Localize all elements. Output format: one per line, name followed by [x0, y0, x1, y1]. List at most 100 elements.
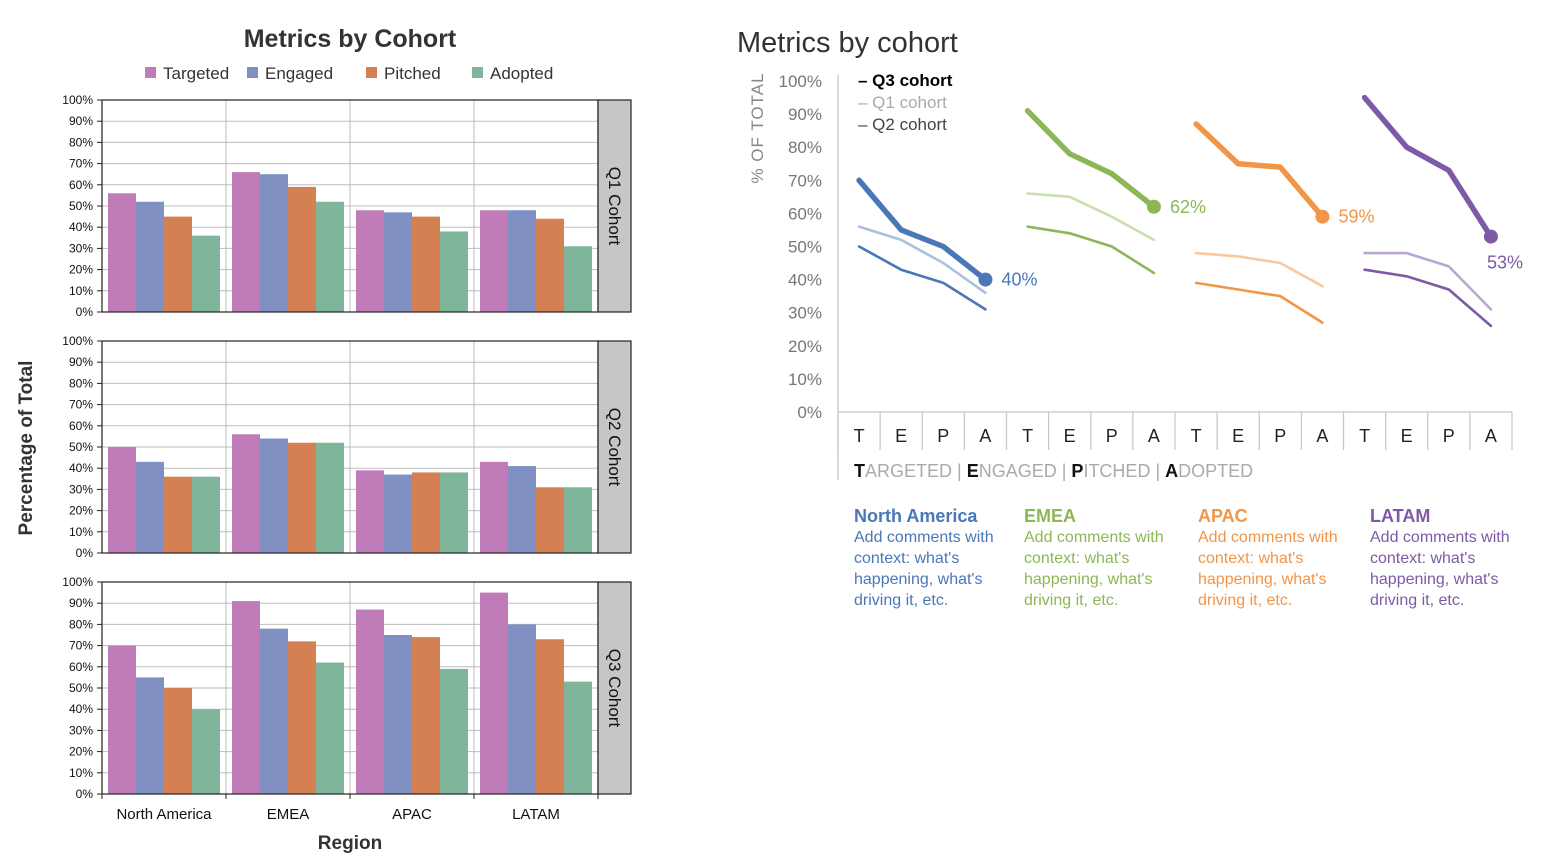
bar-apac-pitched [412, 637, 440, 794]
bar-north-america-pitched [164, 688, 192, 794]
bar-latam-adopted [564, 681, 592, 794]
panel-strip-label: Q2 Cohort [605, 408, 624, 487]
bar-latam-engaged [508, 210, 536, 312]
endpoint-marker-apac [1315, 209, 1330, 224]
annotation-title-latam: LATAM [1370, 506, 1430, 526]
bar-emea-adopted [316, 662, 344, 794]
x-tick-label: LATAM [512, 806, 560, 823]
x-tick-label: E [1064, 426, 1076, 446]
y-tick-label: 40% [69, 702, 93, 716]
y-tick-label: 40% [788, 271, 822, 290]
x-tick-label: North America [116, 806, 212, 823]
y-tick-label: 100% [62, 93, 93, 107]
stage-caption: TARGETED | ENGAGED | PITCHED | ADOPTED [854, 461, 1253, 481]
y-tick-label: 60% [69, 419, 93, 433]
annotation-title-apac: APAC [1198, 506, 1248, 526]
panel-q2-cohort: 0% 10% 20% 30% 40% 50% 60% 70% 80% 90% 100% Q2 Coho… [62, 334, 632, 560]
end-label-emea: 62% [1170, 197, 1206, 217]
legend-swatch-pitched [366, 67, 377, 78]
annotation-comment-north-america: driving it, etc. [854, 592, 948, 609]
panel-strip [597, 340, 632, 554]
caption-initial: A [1165, 461, 1178, 481]
annotation-comment-latam: context: what's [1370, 550, 1475, 567]
bar-north-america-engaged [136, 201, 164, 312]
annotation-comment-emea: driving it, etc. [1024, 592, 1118, 609]
y-tick-label: 60% [69, 178, 93, 192]
x-tick-label: E [1401, 426, 1413, 446]
region-latam: 53% [1361, 94, 1523, 328]
bar-north-america-targeted [108, 447, 136, 553]
bar-apac-pitched [412, 216, 440, 312]
y-tick-label: 80% [788, 138, 822, 157]
bar-apac-targeted [356, 609, 384, 794]
y-tick-label: 40% [69, 220, 93, 234]
y-tick-label: 90% [788, 105, 822, 124]
bar-emea-adopted [316, 201, 344, 312]
annotation-comment-north-america: context: what's [854, 550, 959, 567]
y-tick-label: 10% [69, 525, 93, 539]
y-tick-label: 50% [69, 440, 93, 454]
y-tick-label: 60% [69, 660, 93, 674]
annotation-title-north-america: North America [854, 506, 978, 526]
y-tick-label: 90% [69, 355, 93, 369]
y-tick-label: 90% [69, 596, 93, 610]
region-emea: 62% [1024, 108, 1206, 275]
y-tick-label: 20% [788, 337, 822, 356]
region-north-america: 40% [856, 177, 1037, 311]
bar-north-america-adopted [192, 476, 220, 553]
x-tick-label: EMEA [267, 806, 310, 823]
bar-latam-pitched [536, 218, 564, 312]
bar-latam-targeted [480, 461, 508, 553]
x-tick-label: P [1443, 426, 1455, 446]
panel-strip [597, 581, 632, 795]
line-q3-apac [1193, 121, 1326, 220]
bar-north-america-engaged [136, 677, 164, 794]
bar-north-america-targeted [108, 645, 136, 794]
end-label-latam: 53% [1487, 253, 1523, 273]
y-tick-label: 20% [69, 745, 93, 759]
annotation-title-emea: EMEA [1024, 506, 1076, 526]
y-tick-label: 0% [76, 305, 94, 319]
bar-emea-targeted [232, 434, 260, 553]
x-tick-label: APAC [392, 806, 432, 823]
x-tick-label: A [979, 426, 991, 446]
bar-apac-engaged [384, 474, 412, 553]
y-tick-label: 80% [69, 135, 93, 149]
end-label-north-america: 40% [1001, 270, 1037, 290]
y-tick-label: 80% [69, 376, 93, 390]
y-tick-label: 50% [69, 681, 93, 695]
caption-rest: ARGETED [865, 461, 952, 481]
x-tick-label: T [854, 426, 865, 446]
annotation-comment-apac: Add comments with [1198, 529, 1338, 546]
caption-separator: | [1150, 461, 1165, 481]
x-tick-label: A [1485, 426, 1497, 446]
line-q3-north-america [856, 177, 989, 283]
y-tick-label: 30% [788, 304, 822, 323]
line-q3-latam [1361, 94, 1494, 240]
panel-strip [597, 99, 632, 313]
y-tick-label: 70% [69, 639, 93, 653]
y-axis-label: % OF TOTAL [748, 72, 767, 183]
annotation-comment-latam: happening, what's [1370, 571, 1498, 588]
y-tick-label: 50% [788, 238, 822, 257]
bar-emea-targeted [232, 172, 260, 312]
line-chart-metrics-by-cohort: Metrics by cohort 0% 10% 20% 30% 40% 50% 60% 70%… [737, 27, 1523, 609]
bar-latam-adopted [564, 246, 592, 312]
bar-apac-adopted [440, 668, 468, 794]
y-tick-label: 10% [69, 766, 93, 780]
bar-emea-pitched [288, 641, 316, 794]
bar-emea-targeted [232, 601, 260, 794]
annotation-comment-emea: Add comments with [1024, 529, 1164, 546]
y-tick-label: 100% [62, 575, 93, 589]
legend-swatch-engaged [247, 67, 258, 78]
y-tick-label: 30% [69, 723, 93, 737]
chart-title: Metrics by Cohort [244, 25, 457, 53]
x-axis-label: Region [318, 833, 382, 854]
annotation-comment-latam: driving it, etc. [1370, 592, 1464, 609]
y-tick-label: 0% [76, 546, 94, 560]
y-tick-label: 90% [69, 114, 93, 128]
y-tick-label: 20% [69, 263, 93, 277]
x-tick-label: T [1022, 426, 1033, 446]
bar-north-america-engaged [136, 461, 164, 553]
region-apac: 59% [1193, 121, 1374, 324]
